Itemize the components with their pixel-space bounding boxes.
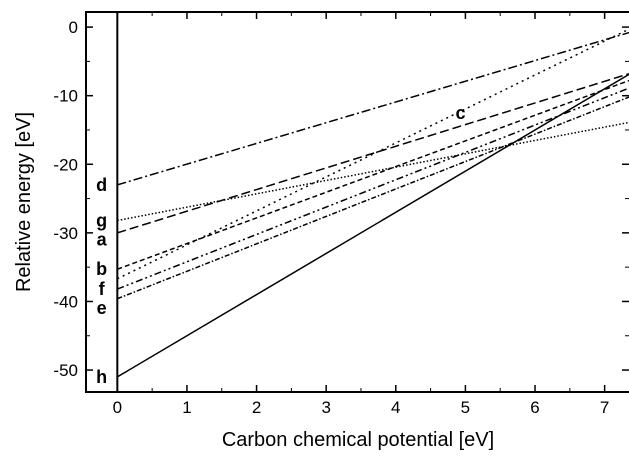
series-lines <box>116 28 629 378</box>
series-line-h <box>116 73 629 378</box>
y-tick-label: 0 <box>69 18 78 37</box>
x-tick-label: 4 <box>391 398 400 417</box>
x-tick-label: 3 <box>321 398 330 417</box>
x-axis-ticks: 0 1 2 3 4 5 6 7 <box>113 12 609 417</box>
series-line-e <box>117 96 629 300</box>
y-axis-title: Relative energy [eV] <box>13 112 35 292</box>
y-axis-ticks: 0 -10 -20 -30 -40 -50 <box>53 18 629 380</box>
x-tick-label: 5 <box>461 398 470 417</box>
plot-frame <box>85 11 629 393</box>
series-line-c <box>116 28 629 280</box>
series-line-a <box>117 73 629 234</box>
series-label-a: a <box>97 230 108 250</box>
series-line-d <box>117 31 629 186</box>
x-tick-label: 0 <box>113 398 122 417</box>
series-line-g <box>117 121 629 222</box>
x-tick-label: 6 <box>530 398 539 417</box>
series-label-d: d <box>96 175 107 195</box>
y-tick-label: -10 <box>53 87 78 106</box>
plot-border <box>85 11 629 393</box>
x-axis-title: Carbon chemical potential [eV] <box>222 429 494 451</box>
x-tick-label: 1 <box>182 398 191 417</box>
y-tick-label: -20 <box>53 155 78 174</box>
annotation-label: c <box>456 103 466 123</box>
series-line-f <box>117 87 629 290</box>
y-tick-label: -40 <box>53 292 78 311</box>
series-label-h: h <box>96 367 107 387</box>
y-tick-label: -50 <box>53 361 78 380</box>
annotations: c <box>456 103 466 123</box>
x-tick-label: 7 <box>600 398 609 417</box>
series-label-b: b <box>96 259 107 279</box>
series-line-b <box>117 79 629 270</box>
series-label-f: f <box>99 279 106 299</box>
x-tick-label: 2 <box>252 398 261 417</box>
series-label-g: g <box>96 211 107 231</box>
y-tick-label: -30 <box>53 224 78 243</box>
series-label-e: e <box>97 298 107 318</box>
